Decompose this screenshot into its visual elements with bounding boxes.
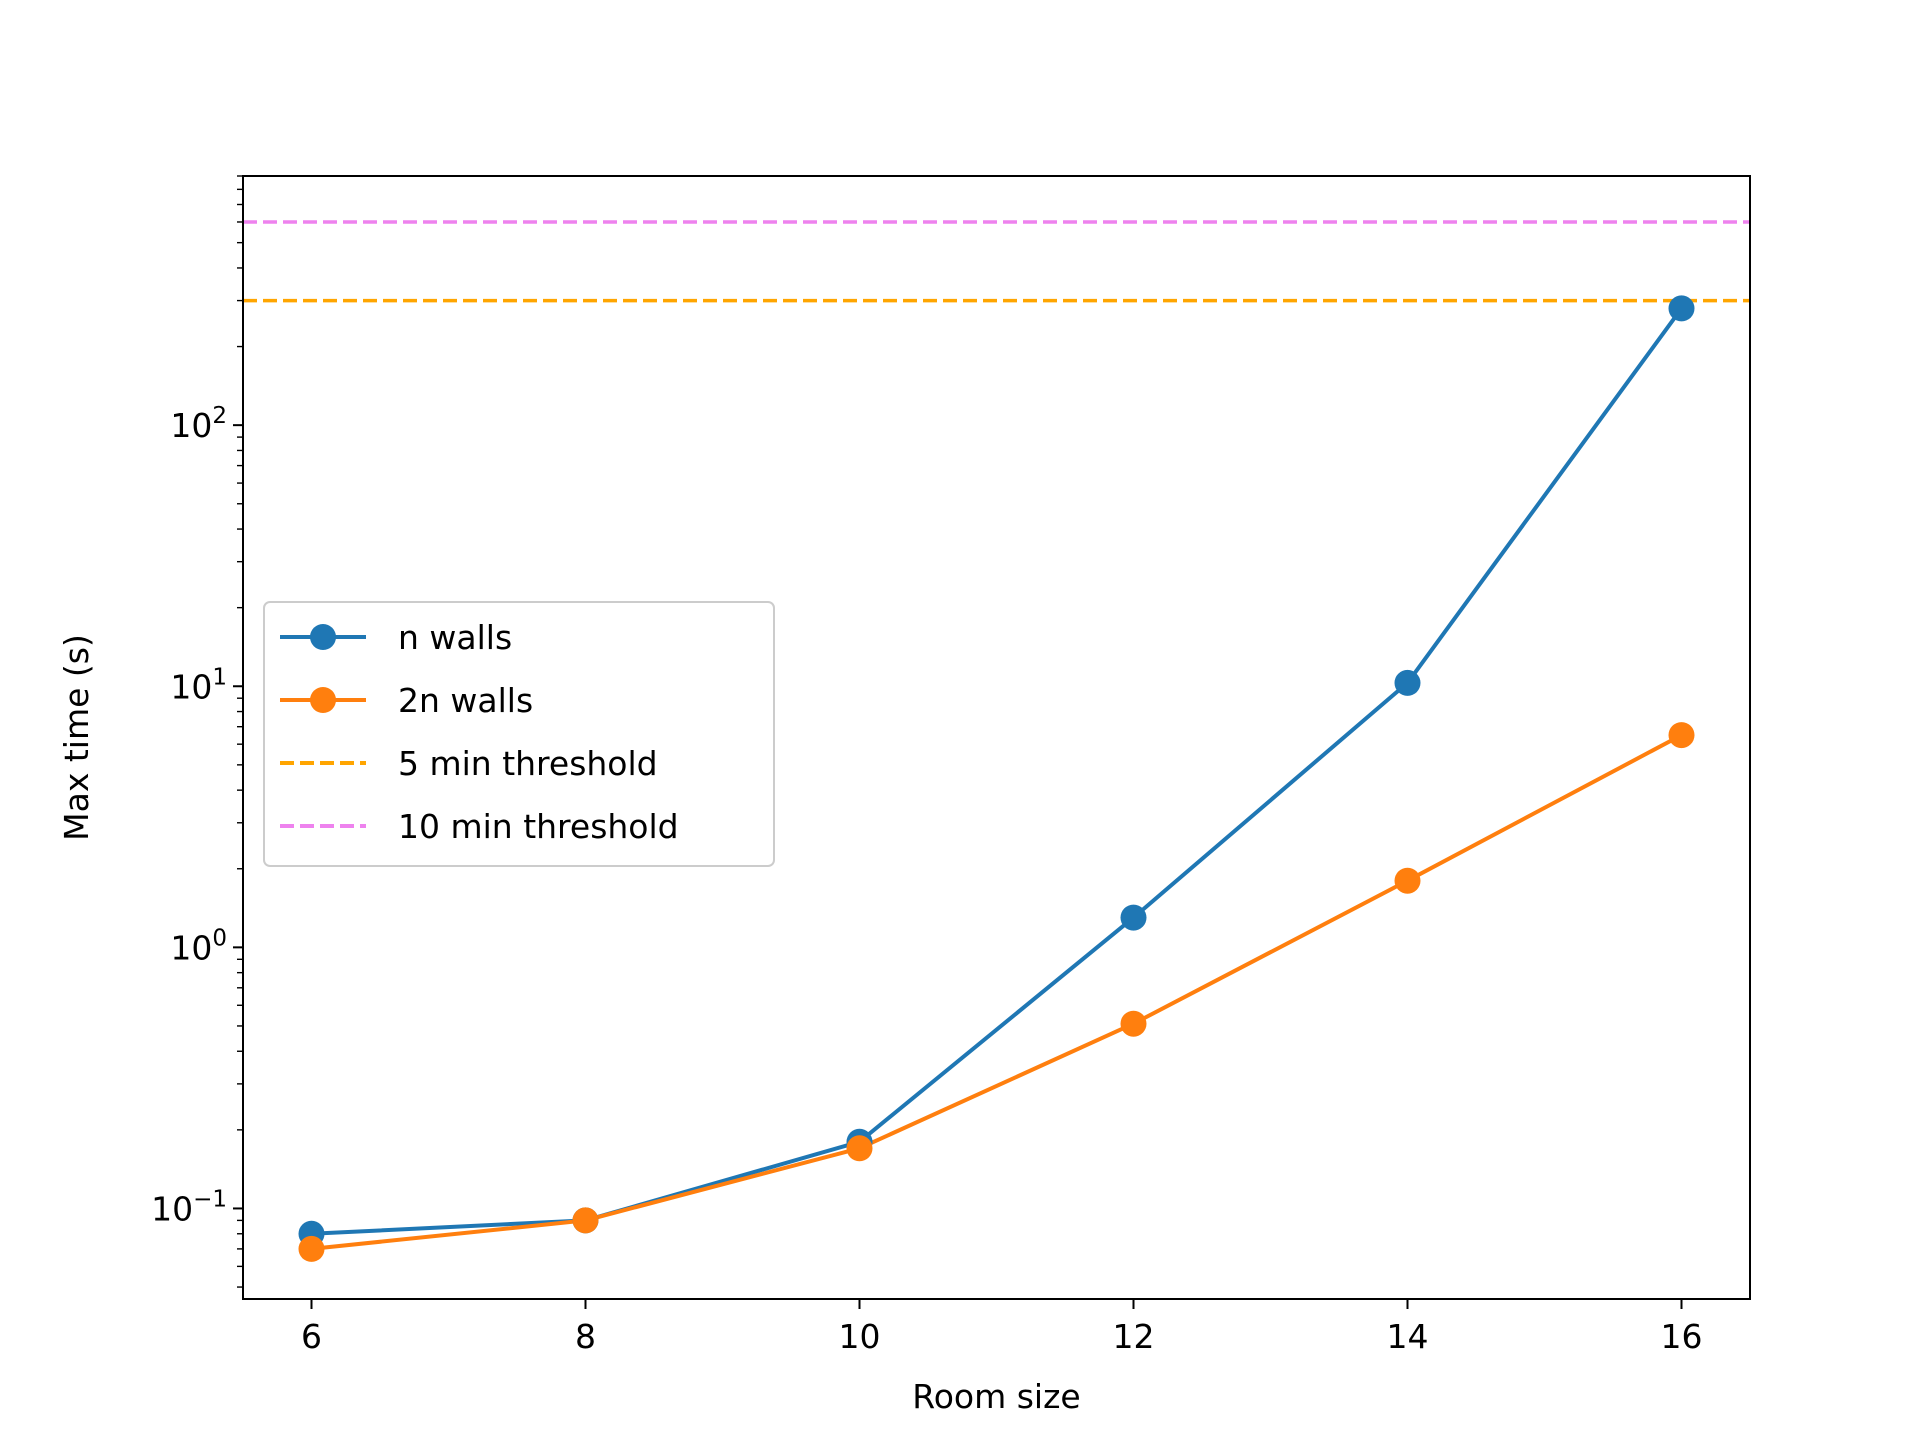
data-point [846, 1135, 873, 1162]
x-tick-label: 12 [1113, 1317, 1155, 1356]
plot-area-frame [242, 175, 1751, 1300]
data-point [1120, 1010, 1147, 1037]
y-tick-label: 102 [170, 403, 227, 445]
data-point [572, 1207, 599, 1234]
series-lines [311, 307, 1684, 1251]
data-point [1394, 669, 1421, 696]
data-point [1668, 295, 1695, 322]
x-tick-label: 6 [301, 1317, 322, 1356]
legend-label: 5 min threshold [398, 744, 658, 783]
series-line [311, 307, 1684, 1236]
reference-lines [243, 220, 1750, 303]
x-tick-label: 16 [1661, 1317, 1703, 1356]
data-point [1394, 867, 1421, 894]
y-tick-label: 100 [170, 925, 227, 967]
data-point [298, 1235, 325, 1262]
y-tick-label: 10−1 [151, 1186, 227, 1228]
x-axis-ticks: 6 8 10 12 14 16 [301, 1299, 1703, 1356]
y-tick-label: 101 [170, 664, 227, 706]
x-tick-label: 14 [1387, 1317, 1429, 1356]
data-point [1120, 904, 1147, 931]
x-tick-label: 10 [839, 1317, 881, 1356]
legend-box [263, 601, 775, 867]
y-axis-ticks: 10−1 100 101 102 [151, 403, 243, 1228]
series-markers [298, 295, 1695, 1262]
data-point [1668, 722, 1695, 749]
y-axis-label: Max time (s) [57, 634, 96, 841]
legend-marker [310, 687, 336, 713]
legend-label: 2n walls [398, 681, 533, 720]
legend-label: 10 min threshold [398, 807, 679, 846]
legend-marker [310, 624, 336, 650]
legend-label: n walls [398, 618, 512, 657]
legend: n walls 2n walls 5 min threshold 10 min thr… [263, 601, 775, 867]
series-line [311, 733, 1683, 1251]
x-axis-label: Room size [912, 1377, 1080, 1416]
x-tick-label: 8 [575, 1317, 596, 1356]
